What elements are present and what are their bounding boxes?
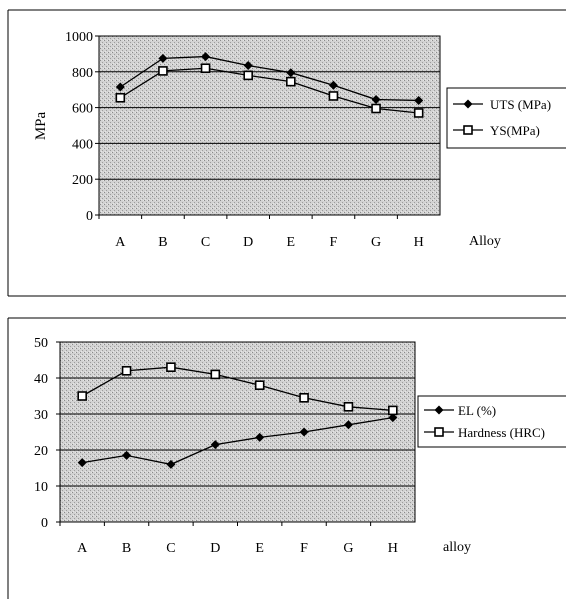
x-tick-label: C	[201, 235, 210, 250]
data-point	[210, 440, 220, 450]
series-line	[81, 366, 393, 412]
x-tick-label: A	[77, 541, 88, 556]
data-point	[414, 95, 424, 105]
x-tick-label: G	[371, 235, 381, 250]
chart-2: 0 10 20 30 40 50 A B C D E F G H alloy EL (%) Hardnes…	[7, 317, 566, 599]
x-tick-label: F	[300, 541, 308, 556]
data-point	[243, 61, 253, 71]
data-point	[115, 92, 126, 103]
data-point	[328, 80, 338, 90]
series-line	[119, 67, 419, 114]
x-tick-label: H	[414, 235, 424, 250]
x-tick-label: A	[115, 235, 126, 250]
data-point	[254, 380, 265, 391]
chart-1-y-axis-label: MPa	[33, 111, 49, 140]
chart-2-plot-area	[59, 341, 416, 523]
data-point	[243, 70, 253, 81]
data-point	[413, 108, 424, 118]
chart-2-legend	[417, 395, 566, 448]
data-point	[158, 53, 168, 63]
data-point	[166, 362, 176, 373]
series-line	[82, 416, 393, 466]
data-point	[158, 66, 168, 76]
data-point	[371, 95, 381, 105]
data-point	[77, 458, 87, 468]
legend-label: Hardness (HRC)	[458, 425, 545, 440]
legend-label: YS(MPa)	[490, 123, 540, 138]
data-point	[286, 76, 296, 87]
data-point	[299, 427, 309, 437]
x-tick-label: H	[388, 541, 398, 556]
data-point	[371, 103, 381, 114]
data-point	[343, 420, 353, 430]
chart-1-x-axis-label: Alloy	[469, 234, 501, 249]
legend-label: UTS (MPa)	[490, 97, 551, 112]
data-point	[299, 392, 309, 403]
y-tick-label: 30	[34, 408, 48, 423]
data-point	[121, 365, 132, 376]
y-tick-label: 400	[72, 137, 93, 152]
data-point	[343, 401, 354, 412]
y-tick-label: 0	[41, 516, 48, 531]
chart-2-x-axis-label: alloy	[443, 540, 471, 555]
x-tick-label: B	[158, 235, 167, 250]
y-tick-label: 800	[72, 66, 93, 81]
y-tick-label: 200	[72, 173, 93, 188]
data-point	[328, 91, 339, 101]
chart-1-plot-area	[98, 35, 441, 216]
data-point	[388, 413, 398, 423]
legend-marker	[434, 405, 444, 415]
data-point	[166, 459, 176, 469]
y-tick-label: 1000	[65, 30, 93, 45]
series-line	[119, 55, 419, 102]
data-point	[286, 68, 296, 78]
x-tick-label: E	[255, 541, 264, 556]
y-tick-label: 20	[34, 444, 48, 459]
x-tick-label: C	[166, 541, 175, 556]
legend-marker	[463, 125, 473, 135]
x-tick-label: E	[287, 235, 296, 250]
x-tick-label: B	[122, 541, 131, 556]
data-point	[201, 52, 211, 62]
legend-marker	[463, 99, 473, 109]
y-tick-label: 50	[34, 336, 48, 351]
x-tick-label: G	[343, 541, 353, 556]
x-tick-label: D	[210, 541, 220, 556]
data-point	[115, 82, 125, 92]
data-point	[210, 369, 221, 380]
y-tick-label: 600	[72, 102, 93, 117]
x-tick-label: F	[330, 235, 338, 250]
data-point	[77, 391, 87, 401]
y-tick-label: 10	[34, 480, 48, 495]
chart-1-legend	[446, 87, 566, 149]
data-point	[122, 450, 132, 460]
data-point	[200, 63, 211, 74]
data-point	[255, 432, 265, 442]
legend-marker	[434, 427, 444, 437]
legend-label: EL (%)	[458, 403, 496, 418]
y-tick-label: 0	[86, 209, 93, 224]
chart-1: 0 200 400 600 800 1000 A B C D E F G H MPa Alloy UTS…	[7, 9, 566, 297]
x-tick-label: D	[243, 235, 253, 250]
y-tick-label: 40	[34, 372, 48, 387]
data-point	[388, 405, 398, 416]
